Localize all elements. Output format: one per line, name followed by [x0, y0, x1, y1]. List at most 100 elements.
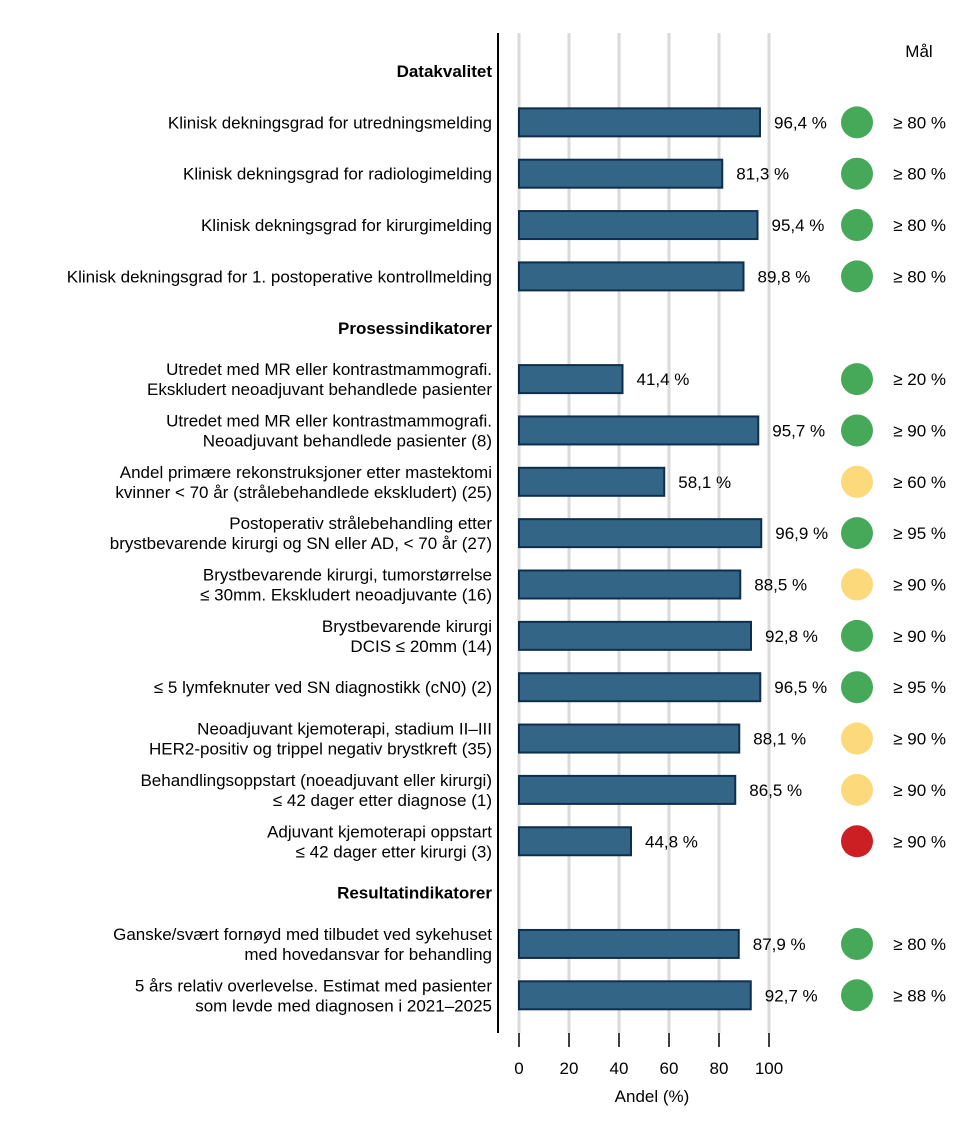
- value-label: 44,8 %: [645, 832, 698, 851]
- target-label: ≥ 20 %: [893, 370, 946, 389]
- target-label: ≥ 90 %: [893, 627, 946, 646]
- target-label: ≥ 80 %: [893, 165, 946, 184]
- target-label: ≥ 90 %: [893, 421, 946, 440]
- status-green-indicator: [841, 414, 873, 447]
- bar: [518, 980, 752, 1011]
- status-yellow-indicator: [841, 568, 873, 601]
- status-yellow-indicator: [841, 722, 873, 755]
- target-header: Mål: [905, 42, 932, 61]
- category-label: ≤ 5 lymfeknuter ved SN diagnostikk (cN0)…: [154, 678, 492, 697]
- category-label: Utredet med MR eller kontrastmammografi.: [166, 411, 492, 430]
- bar: [518, 928, 740, 959]
- category-label: Neoadjuvant kjemoterapi, stadium II–III: [197, 720, 492, 739]
- target-label: ≥ 80 %: [893, 113, 946, 132]
- bar: [518, 158, 724, 189]
- value-label: 96,4 %: [774, 113, 827, 132]
- status-green-indicator: [841, 260, 873, 293]
- target-label: ≥ 88 %: [893, 986, 946, 1005]
- target-label: ≥ 80 %: [893, 935, 946, 954]
- target-label: ≥ 80 %: [893, 216, 946, 235]
- category-label: Brystbevarende kirurgi: [322, 617, 492, 636]
- value-label: 96,5 %: [774, 678, 827, 697]
- category-label: HER2-positiv og trippel negativ brystkre…: [149, 740, 492, 759]
- status-green-indicator: [841, 671, 873, 704]
- target-label: ≥ 90 %: [893, 730, 946, 749]
- value-label: 81,3 %: [736, 165, 789, 184]
- value-label: 92,7 %: [765, 986, 818, 1005]
- status-green-indicator: [841, 927, 873, 960]
- target-label: ≥ 90 %: [893, 576, 946, 595]
- target-label: ≥ 95 %: [893, 678, 946, 697]
- category-label: Ekskludert neoadjuvant behandlede pasien…: [147, 380, 492, 399]
- bar: [518, 466, 666, 497]
- bar-layer: [518, 107, 763, 1011]
- bar: [518, 723, 741, 754]
- category-label: Brystbevarende kirurgi, tumorstørrelse: [203, 566, 492, 585]
- bar: [518, 107, 761, 138]
- x-tick-label: 20: [560, 1059, 579, 1078]
- bar: [518, 569, 742, 600]
- x-axis-title: Andel (%): [615, 1087, 690, 1106]
- category-label: 5 års relativ overlevelse. Estimat med p…: [135, 976, 492, 995]
- category-label: som levde med diagnosen i 2021–2025: [195, 996, 492, 1015]
- category-label: Utredet med MR eller kontrastmammografi.: [166, 360, 492, 379]
- section-header: Prosessindikatorer: [338, 319, 492, 338]
- x-tick-label: 100: [755, 1059, 783, 1078]
- bar: [518, 672, 762, 703]
- status-green-indicator: [841, 209, 873, 242]
- value-label: 86,5 %: [749, 781, 802, 800]
- category-label: Klinisk dekningsgrad for 1. postoperativ…: [67, 267, 492, 286]
- x-tick-label: 0: [514, 1059, 523, 1078]
- bar: [518, 364, 624, 395]
- status-green-indicator: [841, 979, 873, 1012]
- value-label: 87,9 %: [753, 935, 806, 954]
- category-label: Andel primære rekonstruksjoner etter mas…: [120, 463, 492, 482]
- category-label: Ganske/svært fornøyd med tilbudet ved sy…: [113, 925, 492, 944]
- bar: [518, 261, 745, 292]
- label-layer: Datakvalitet Klinisk dekningsgrad for utr…: [67, 62, 946, 1015]
- bar: [518, 620, 752, 651]
- category-label: Klinisk dekningsgrad for kirurgimelding: [201, 216, 492, 235]
- target-label: ≥ 95 %: [893, 524, 946, 543]
- value-label: 58,1 %: [678, 473, 731, 492]
- status-red-indicator: [841, 825, 873, 858]
- bar: [518, 415, 760, 446]
- category-label: Behandlingsoppstart (noeadjuvant eller k…: [140, 771, 492, 790]
- category-label: ≤ 42 dager etter diagnose (1): [273, 791, 492, 810]
- x-tick-label: 80: [710, 1059, 729, 1078]
- value-label: 96,9 %: [775, 524, 828, 543]
- status-green-indicator: [841, 157, 873, 190]
- value-label: 92,8 %: [765, 627, 818, 646]
- bar: [518, 210, 759, 241]
- value-label: 89,8 %: [758, 267, 811, 286]
- value-label: 88,5 %: [754, 576, 807, 595]
- category-label: Klinisk dekningsgrad for utredningsmeldi…: [168, 113, 492, 132]
- target-label: ≥ 80 %: [893, 267, 946, 286]
- category-label: Postoperativ strålebehandling etter: [229, 514, 492, 533]
- category-label: med hovedansvar for behandling: [244, 945, 492, 964]
- status-green-indicator: [841, 363, 873, 396]
- status-green-indicator: [841, 619, 873, 652]
- status-green-indicator: [841, 106, 873, 139]
- category-label: Adjuvant kjemoterapi oppstart: [267, 822, 492, 841]
- bar: [518, 518, 763, 549]
- category-label: Neoadjuvant behandlede pasienter (8): [203, 431, 492, 450]
- x-tick-label: 60: [660, 1059, 679, 1078]
- status-green-indicator: [841, 517, 873, 550]
- value-label: 95,7 %: [772, 421, 825, 440]
- target-label: ≥ 60 %: [893, 473, 946, 492]
- axis-layer: Mål Andel (%) 0 20 40 60 80 100: [497, 33, 933, 1106]
- target-label: ≥ 90 %: [893, 832, 946, 851]
- value-label: 41,4 %: [637, 370, 690, 389]
- category-label: ≤ 42 dager etter kirurgi (3): [296, 842, 492, 861]
- category-label: kvinner < 70 år (strålebehandlede eksklu…: [115, 483, 492, 502]
- x-tick-label: 40: [610, 1059, 629, 1078]
- category-label: Klinisk dekningsgrad for radiologimeldin…: [183, 165, 492, 184]
- target-label: ≥ 90 %: [893, 781, 946, 800]
- status-yellow-indicator: [841, 465, 873, 498]
- bar: [518, 774, 737, 805]
- section-header: Resultatindikatorer: [337, 884, 492, 903]
- status-yellow-indicator: [841, 773, 873, 806]
